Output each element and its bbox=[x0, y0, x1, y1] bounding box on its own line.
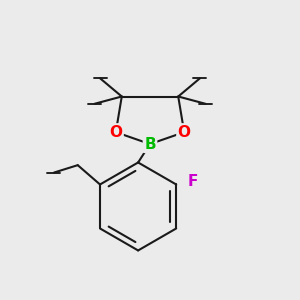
Text: F: F bbox=[188, 174, 198, 189]
Text: O: O bbox=[178, 125, 191, 140]
Text: O: O bbox=[109, 125, 122, 140]
Text: B: B bbox=[144, 136, 156, 152]
